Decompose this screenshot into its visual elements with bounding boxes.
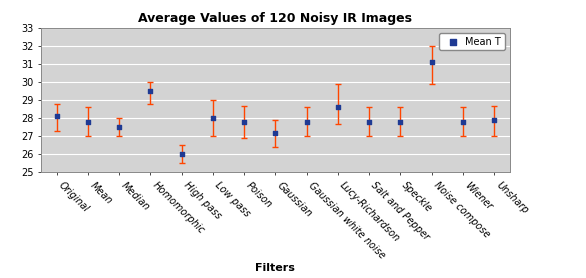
Point [427, 60, 437, 64]
Point [333, 105, 343, 110]
Legend: Mean T: Mean T [439, 33, 505, 50]
Point [271, 130, 280, 135]
Point [83, 120, 93, 124]
Point [177, 152, 186, 157]
Point [458, 120, 468, 124]
X-axis label: Filters: Filters [255, 263, 295, 273]
Point [52, 114, 62, 118]
Point [396, 120, 405, 124]
Title: Average Values of 120 Noisy IR Images: Average Values of 120 Noisy IR Images [138, 12, 413, 25]
Point [364, 120, 374, 124]
Point [489, 118, 499, 122]
Point [114, 125, 124, 130]
Point [146, 89, 155, 93]
Point [208, 116, 217, 120]
Point [302, 120, 311, 124]
Point [240, 120, 249, 124]
